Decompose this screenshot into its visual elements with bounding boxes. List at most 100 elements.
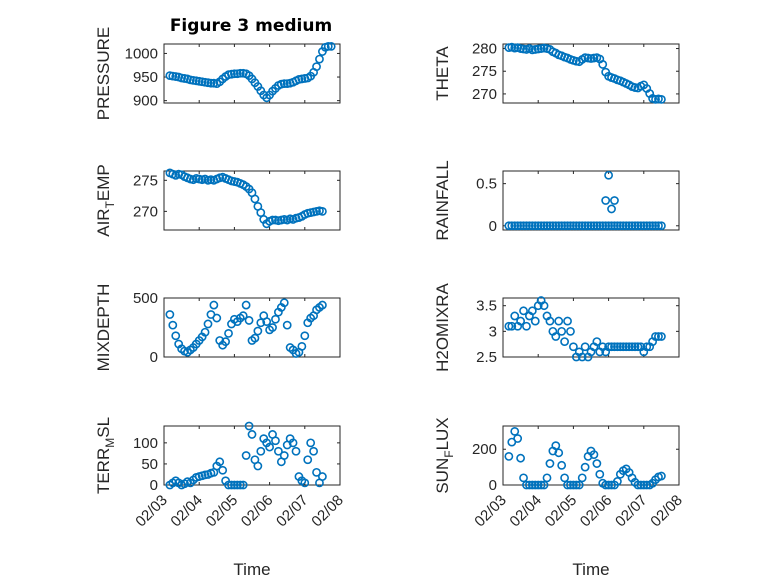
data-point bbox=[621, 221, 631, 231]
data-point bbox=[510, 311, 520, 321]
data-point bbox=[312, 467, 321, 477]
x-axis-label: Time bbox=[233, 560, 270, 579]
data-point bbox=[571, 480, 581, 490]
data-point bbox=[557, 460, 567, 470]
data-point bbox=[560, 337, 569, 347]
data-point bbox=[221, 337, 230, 347]
data-point bbox=[527, 221, 537, 231]
y-axis-label-part: LUX bbox=[433, 417, 452, 450]
y-axis-label-part: SUN bbox=[433, 458, 452, 494]
axes-frame bbox=[502, 170, 680, 231]
subplot: 2.5 3 3.5 H2OMIXRA bbox=[433, 282, 680, 372]
data-point bbox=[657, 221, 666, 231]
y-tick-label: 100 bbox=[133, 435, 158, 452]
y-axis-label: PRESSURE bbox=[94, 27, 113, 121]
data-point bbox=[601, 221, 611, 231]
data-point bbox=[271, 314, 280, 324]
subplot: 0 0.5 RAINFALL bbox=[433, 160, 680, 241]
data-point bbox=[533, 221, 543, 231]
y-axis-label: TERRMSL bbox=[94, 417, 117, 494]
data-point bbox=[525, 480, 534, 490]
y-tick-label: 280 bbox=[472, 41, 497, 58]
data-point bbox=[247, 430, 257, 439]
y-axis-label: SUNFLUX bbox=[433, 417, 456, 493]
data-point bbox=[563, 316, 572, 326]
data-point bbox=[577, 221, 587, 231]
data-point bbox=[610, 342, 619, 352]
data-point bbox=[536, 480, 546, 490]
data-point bbox=[636, 221, 646, 231]
data-point bbox=[551, 221, 561, 231]
data-point bbox=[300, 331, 310, 341]
data-point bbox=[571, 221, 581, 231]
data-point bbox=[610, 196, 619, 205]
y-tick-label: 0 bbox=[489, 477, 497, 494]
data-point bbox=[291, 446, 301, 456]
x-axis-label: Time bbox=[572, 560, 609, 579]
data-point bbox=[598, 60, 608, 69]
data-point bbox=[265, 442, 274, 452]
data-point bbox=[654, 332, 663, 341]
data-point bbox=[539, 480, 549, 490]
data-point bbox=[569, 480, 578, 490]
data-point bbox=[504, 451, 514, 461]
data-point bbox=[300, 478, 310, 488]
y-tick-label: 950 bbox=[133, 69, 158, 86]
series bbox=[165, 168, 327, 229]
data-point bbox=[580, 221, 590, 231]
data-point bbox=[595, 469, 605, 479]
y-axis-label-part: EMP bbox=[94, 164, 113, 201]
data-point bbox=[279, 298, 289, 308]
data-point bbox=[516, 221, 525, 231]
data-point bbox=[250, 194, 260, 204]
data-point bbox=[618, 221, 628, 231]
data-point bbox=[554, 448, 564, 458]
data-point bbox=[610, 221, 619, 231]
data-point bbox=[574, 221, 584, 231]
data-point bbox=[315, 54, 324, 64]
data-point bbox=[592, 221, 602, 231]
data-point bbox=[618, 342, 628, 352]
series bbox=[165, 298, 327, 358]
data-point bbox=[244, 421, 254, 431]
data-point bbox=[271, 436, 280, 446]
data-point bbox=[545, 221, 555, 231]
data-point bbox=[536, 221, 546, 231]
data-point bbox=[238, 480, 248, 490]
data-point bbox=[548, 221, 558, 231]
data-point bbox=[630, 221, 640, 231]
data-point bbox=[630, 342, 640, 352]
series bbox=[504, 170, 666, 231]
data-point bbox=[560, 221, 569, 231]
data-point bbox=[583, 221, 593, 231]
data-point bbox=[244, 316, 254, 325]
data-point bbox=[224, 328, 233, 338]
data-point bbox=[545, 316, 555, 326]
data-point bbox=[563, 480, 572, 490]
y-tick-label: 0 bbox=[489, 218, 497, 235]
data-point bbox=[279, 451, 289, 460]
data-point bbox=[256, 446, 266, 456]
data-point bbox=[510, 221, 520, 231]
y-tick-label: 900 bbox=[133, 93, 158, 110]
y-axis-label: H2OMIXRA bbox=[433, 282, 452, 371]
data-point bbox=[326, 41, 336, 51]
y-axis-label: AIRTEMP bbox=[94, 164, 117, 237]
data-point bbox=[229, 480, 239, 490]
data-point bbox=[642, 342, 652, 352]
subplot: 02/0302/0402/0502/0602/0702/08050100TERR… bbox=[94, 417, 347, 579]
y-tick-label: 270 bbox=[133, 203, 158, 220]
data-point bbox=[519, 221, 528, 231]
y-axis-label-part: SL bbox=[94, 417, 113, 438]
data-point bbox=[206, 78, 216, 88]
data-point bbox=[542, 221, 552, 231]
data-point bbox=[165, 310, 175, 319]
subplot: 900 950 1000 PRESSURE bbox=[94, 27, 341, 121]
data-point bbox=[607, 221, 616, 231]
data-point bbox=[639, 480, 649, 490]
data-point bbox=[522, 480, 531, 490]
y-tick-label: 50 bbox=[141, 456, 158, 473]
y-axis-label: THETA bbox=[433, 46, 452, 101]
data-point bbox=[604, 480, 613, 490]
